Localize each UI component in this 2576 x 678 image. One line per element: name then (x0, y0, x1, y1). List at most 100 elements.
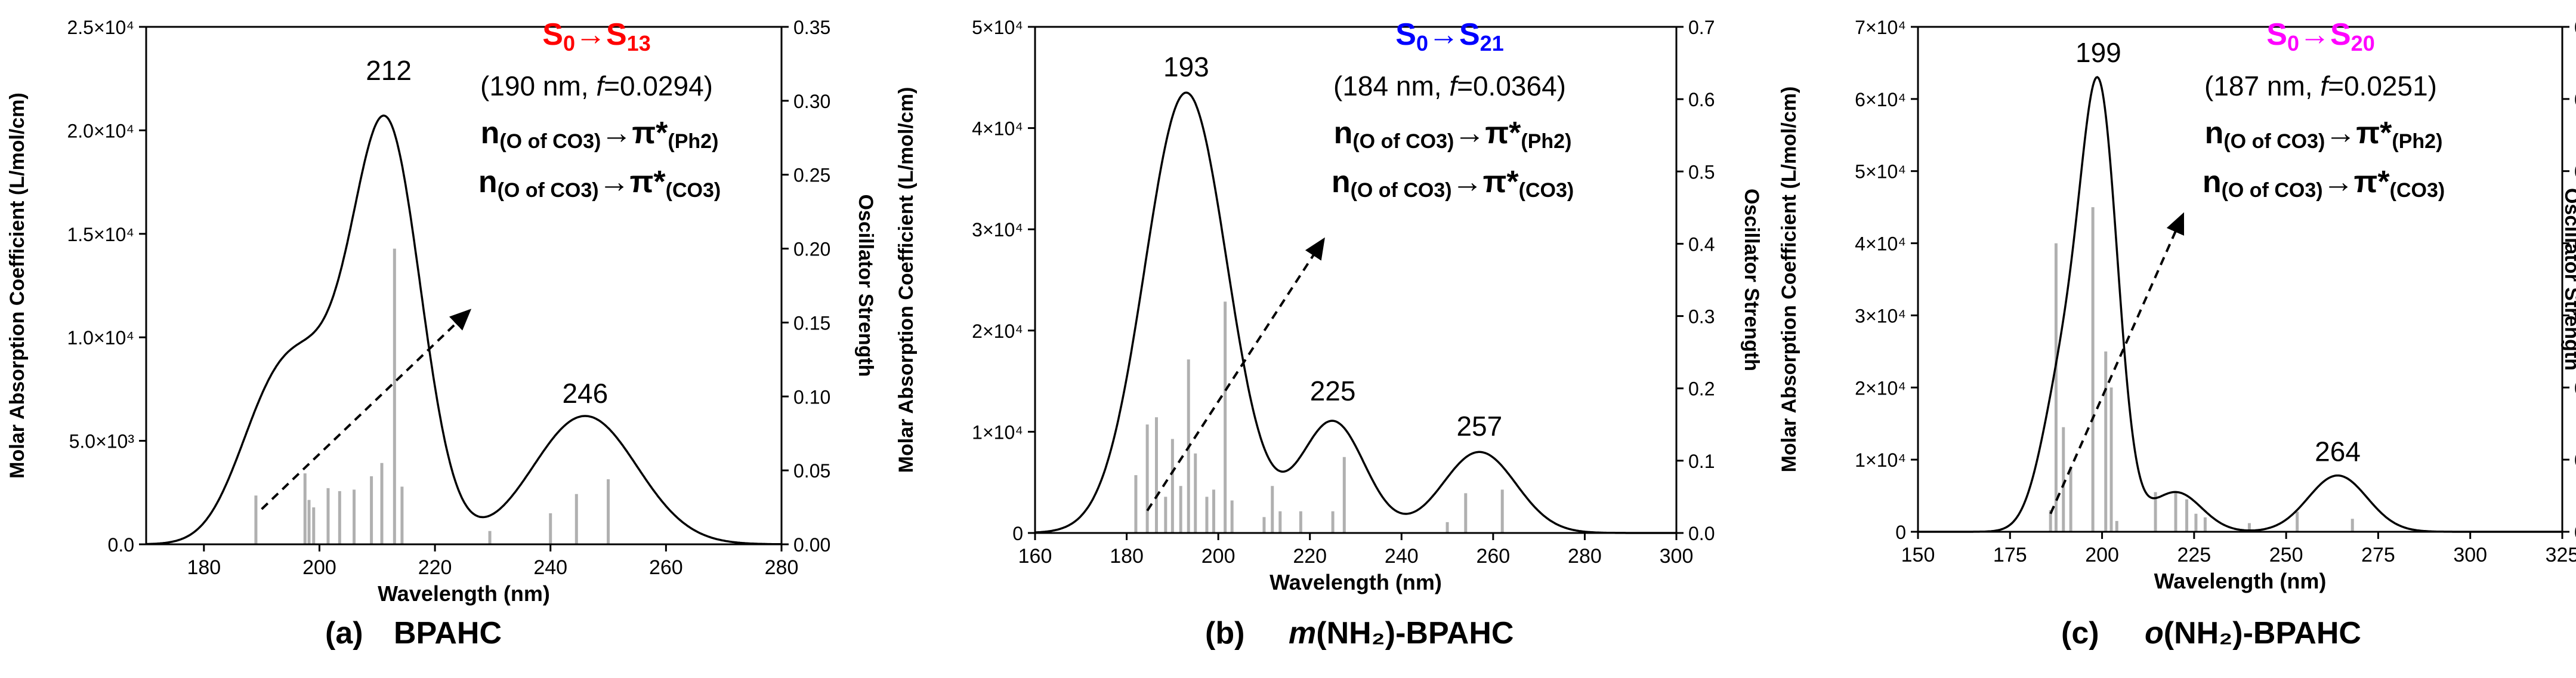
orbital-arrow: → (1452, 165, 1483, 199)
orbital-pi: π* (2356, 116, 2392, 150)
x-tick-label-6: 300 (2453, 544, 2487, 566)
y2-tick-label-0: 0.0 (2574, 522, 2576, 543)
orbital-line-0: n(O of CO3)→π*(Ph2) (1334, 116, 1572, 153)
transition-sub-from: 0 (563, 31, 575, 56)
orbital-to: (CO3) (2390, 179, 2445, 202)
y-tick-label-5: 5×10⁴ (1855, 161, 1906, 183)
detail-nm: 184 nm, (1342, 70, 1449, 101)
x-tick-label-7: 300 (1660, 545, 1694, 568)
compound-prefix: m (1289, 616, 1316, 651)
peak-label-2: 257 (1456, 411, 1502, 442)
orbital-to: (CO3) (666, 179, 721, 202)
panel-label: (b) (1205, 616, 1244, 651)
y-tick-label-3: 1.5×10⁴ (67, 224, 134, 245)
absorption-spectrum-line (146, 114, 782, 546)
y2-tick-label-0: 0.0 (1688, 523, 1715, 544)
peak-label-1: 225 (1310, 375, 1356, 406)
orbital-from: (O of CO3) (499, 130, 601, 153)
y2-tick-label-6: 0.6 (1688, 89, 1715, 110)
y2-tick-label-3: 0.3 (2574, 305, 2576, 326)
compound-name: BPAHC (394, 616, 502, 651)
plot-frame (1034, 26, 1678, 534)
peak-label-0: 193 (1163, 51, 1209, 82)
transition-label: S0→S21 (1395, 17, 1503, 56)
y-tick-label-4: 2.0×10⁴ (67, 120, 134, 141)
x-tick-label-0: 180 (187, 556, 221, 579)
y-axis-label: Molar Absorption Coefficient (L/mol/cm) (895, 87, 918, 473)
y2-tick-label-3: 0.15 (793, 312, 830, 334)
y2-tick-label-7: 0.7 (2574, 17, 2576, 38)
y2-axis-label: Oscillator Strength (2560, 188, 2576, 371)
x-tick-label-3: 225 (2177, 544, 2211, 566)
y2-tick-label-4: 0.4 (2574, 233, 2576, 255)
orbital-line-1: n(O of CO3)→π*(CO3) (2203, 165, 2445, 202)
absorption-spectrum-line (1034, 91, 1676, 534)
annotation-arrow (1146, 237, 1325, 511)
panel-c: 150 175 200 225 250 275 300 32501×10⁴2×10⁴3×10⁴… (1778, 17, 2576, 651)
panel-b: 160 180 200 220 240 260 280 300 0 1×10⁴ 2×10⁴ 3×10⁴… (895, 17, 1763, 651)
orbital-from: (O of CO3) (498, 179, 599, 202)
y-tick-label-2: 2×10⁴ (1855, 377, 1906, 399)
y2-tick-label-5: 0.5 (1688, 161, 1715, 183)
detail-f-symbol: f (2320, 70, 2330, 101)
detail-f-symbol: f (1449, 70, 1459, 101)
y2-tick-label-4: 0.4 (1688, 233, 1715, 255)
orbital-to: (Ph2) (668, 130, 718, 153)
orbital-to: (CO3) (1519, 179, 1574, 202)
x-tick-label-4: 260 (649, 556, 683, 579)
orbital-arrow: → (2325, 116, 2356, 150)
detail-f-value: =0.0364) (1457, 70, 1566, 101)
transition-detail: (187 nm, f=0.0251) (2204, 70, 2437, 101)
transition-detail: (190 nm, f=0.0294) (480, 70, 713, 101)
y2-tick-label-7: 0.35 (793, 17, 830, 38)
compound-rest: (NH₂)-BPAHC (1316, 616, 1514, 651)
compound-rest: BPAHC (394, 616, 502, 651)
orbital-n: n (1334, 116, 1353, 150)
orbital-pi: π* (1485, 116, 1521, 150)
y2-tick-label-1: 0.05 (793, 460, 830, 482)
y2-tick-label-2: 0.2 (2574, 377, 2576, 399)
orbital-n: n (1332, 165, 1351, 199)
y-tick-label-0: 0 (1895, 522, 1906, 543)
y-tick-label-2: 2×10⁴ (972, 320, 1023, 342)
orbital-from: (O of CO3) (1351, 179, 1452, 202)
y2-axis-label: Oscillator Strength (1740, 189, 1763, 371)
x-tick-label-2: 220 (418, 556, 452, 579)
y-tick-label-4: 4×10⁴ (972, 118, 1023, 140)
transition-S-from: S (1395, 17, 1416, 52)
y2-tick-label-2: 0.2 (1688, 378, 1715, 400)
y-tick-label-4: 4×10⁴ (1855, 233, 1906, 255)
y-tick-label-7: 7×10⁴ (1855, 17, 1906, 38)
orbital-line-0: n(O of CO3)→π*(Ph2) (2205, 116, 2443, 153)
x-tick-label-2: 200 (1201, 545, 1236, 568)
orbital-n: n (2203, 165, 2222, 199)
y-axis-label: Molar Absorption Coefficient (L/mol/cm) (6, 93, 29, 479)
x-axis-label: Wavelength (nm) (2154, 569, 2327, 593)
orbital-from: (O of CO3) (1352, 130, 1454, 153)
x-axis-label: Wavelength (nm) (378, 581, 550, 606)
compound-name: o(NH₂)-BPAHC (2145, 616, 2361, 651)
orbital-arrow: → (2323, 165, 2354, 199)
y2-tick-label-5: 0.25 (793, 165, 830, 186)
transition-sub-to: 13 (627, 31, 651, 56)
transition-S-to: S (606, 17, 627, 52)
y2-tick-label-2: 0.10 (793, 386, 830, 408)
transition-sub-to: 21 (1480, 31, 1504, 56)
y-tick-label-2: 1.0×10⁴ (67, 327, 134, 349)
orbital-n: n (2205, 116, 2224, 150)
plot-frame (1917, 26, 2563, 533)
orbital-line-1: n(O of CO3)→π*(CO3) (478, 165, 721, 202)
orbital-pi: π* (2354, 165, 2390, 199)
y2-tick-label-1: 0.1 (1688, 451, 1715, 472)
transition-arrow: → (2299, 17, 2330, 52)
y-tick-label-5: 5×10⁴ (972, 17, 1023, 38)
y2-axis-label: Oscillator Strength (854, 194, 877, 377)
annotation-arrow (261, 309, 472, 510)
x-tick-label-6: 280 (1568, 545, 1602, 568)
y2-tick-label-7: 0.7 (1688, 17, 1715, 38)
x-tick-label-5: 280 (765, 556, 799, 579)
orbital-n: n (478, 165, 498, 199)
detail-nm: 187 nm, (2213, 70, 2320, 101)
compound-name: m(NH₂)-BPAHC (1289, 616, 1514, 651)
